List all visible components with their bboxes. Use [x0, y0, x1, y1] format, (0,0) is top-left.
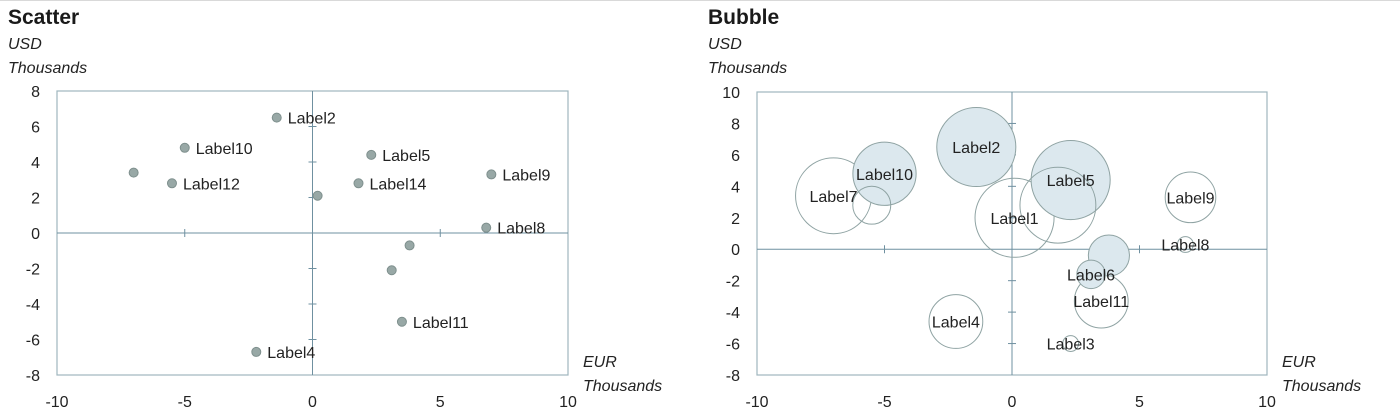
- bubble: [928, 294, 984, 349]
- x-tick-label: -10: [45, 394, 68, 411]
- y-axis-unit-line-1: USD: [8, 36, 42, 53]
- scatter-plot: -10 -5 0 5 10 -8 -6 -4 -2 0 2 4 6 8 Label2 Label10 Label…: [26, 84, 577, 411]
- scatter-point: [271, 112, 282, 123]
- bubble-label: Label3: [1047, 337, 1095, 354]
- y-tick-label: -8: [726, 368, 740, 385]
- bubble-label: Label11: [1073, 294, 1129, 311]
- top-rule: [0, 0, 1400, 1]
- scatter-point: [179, 142, 190, 153]
- y-axis-unit-line-2: Thousands: [708, 60, 788, 77]
- bubble-label: Label1: [991, 211, 1039, 228]
- scatter-point: [166, 178, 177, 189]
- scatter-point: [312, 190, 323, 201]
- y-tick-label: -4: [726, 305, 740, 322]
- scatter-point: [386, 265, 397, 276]
- point-label: Label5: [382, 148, 430, 165]
- x-tick-label: 0: [308, 394, 317, 411]
- bubble: [1164, 171, 1217, 224]
- bubble-plot: -10 -5 0 5 10 -8 -6 -4 -2 0 2 4 6 8 10 Label7 Label10 Lab…: [722, 85, 1276, 411]
- point-label: Label12: [183, 176, 240, 193]
- point-label: Label9: [502, 167, 550, 184]
- bubble-label: Label9: [1166, 190, 1214, 207]
- scatter-point: [353, 178, 364, 189]
- bubble-label: Label2: [952, 140, 1000, 157]
- y-tick-label: 4: [731, 179, 740, 196]
- bubble: [1062, 335, 1080, 352]
- point-label: Label11: [413, 315, 469, 332]
- bubble: [1176, 236, 1194, 253]
- y-tick-label: 2: [31, 191, 40, 208]
- scatter-point: [486, 169, 497, 180]
- y-tick-label: 6: [731, 148, 740, 165]
- bubble-label: Label6: [1067, 267, 1115, 284]
- x-tick-label: 10: [1258, 394, 1276, 411]
- chart-title: Scatter: [8, 6, 80, 29]
- bubble-label: Label8: [1161, 238, 1209, 255]
- scatter-point: [251, 346, 262, 357]
- x-tick-label: -10: [745, 394, 768, 411]
- bubble-label: Label4: [932, 315, 980, 332]
- point-label: Label10: [196, 141, 253, 158]
- y-tick-label: 8: [731, 116, 740, 133]
- x-tick-label: 0: [1008, 394, 1017, 411]
- y-tick-label: 0: [731, 242, 740, 259]
- x-axis-unit-line-1: EUR: [1282, 354, 1316, 371]
- bubble-label: Label10: [856, 167, 913, 184]
- y-tick-label: 6: [31, 120, 40, 137]
- x-tick-label: 5: [436, 394, 445, 411]
- x-tick-label: 5: [1135, 394, 1144, 411]
- bubble: [936, 107, 1017, 188]
- y-tick-label: -6: [26, 333, 40, 350]
- chart-title: Bubble: [708, 6, 780, 29]
- y-tick-label: -6: [726, 337, 740, 354]
- point-label: Label8: [497, 221, 545, 238]
- bubble-label: Label7: [809, 189, 857, 206]
- scatter-point: [481, 222, 492, 233]
- bubble: [974, 177, 1055, 258]
- x-axis-unit-line-2: Thousands: [583, 378, 663, 395]
- scatter-point: [128, 167, 139, 178]
- bubble: [852, 141, 917, 206]
- x-tick-label: -5: [178, 394, 192, 411]
- y-tick-label: -8: [26, 368, 40, 385]
- y-tick-label: -2: [26, 262, 40, 279]
- y-tick-label: 4: [31, 155, 40, 172]
- y-tick-label: 10: [722, 85, 740, 102]
- scatter-panel: Scatter USD Thousands EUR Thousands -10-…: [8, 6, 663, 411]
- x-axis-unit-line-1: EUR: [583, 354, 617, 371]
- bubble: [852, 185, 892, 225]
- y-tick-label: -4: [26, 297, 40, 314]
- point-label: Label2: [288, 111, 336, 128]
- bubble: [1019, 166, 1097, 244]
- point-label: Label14: [369, 176, 426, 193]
- y-tick-label: 0: [31, 226, 40, 243]
- x-tick-label: 10: [559, 394, 577, 411]
- y-axis-unit-line-1: USD: [708, 36, 742, 53]
- scatter-point: [366, 149, 377, 160]
- y-axis-unit-line-2: Thousands: [8, 60, 88, 77]
- bubble-panel: Bubble USD Thousands EUR Thousands -10 -5…: [700, 0, 1400, 418]
- scatter-point: [404, 240, 415, 251]
- y-tick-label: -2: [726, 274, 740, 291]
- point-label: Label4: [267, 345, 315, 362]
- bubble: [1076, 259, 1106, 290]
- y-tick-label: 2: [731, 211, 740, 228]
- bubble-label: Label5: [1047, 173, 1095, 190]
- scatter-point: [396, 316, 407, 327]
- x-axis-unit-line-2: Thousands: [1282, 378, 1362, 395]
- bubble: [1030, 140, 1111, 221]
- y-tick-label: 8: [31, 84, 40, 101]
- x-tick-label: -5: [877, 394, 891, 411]
